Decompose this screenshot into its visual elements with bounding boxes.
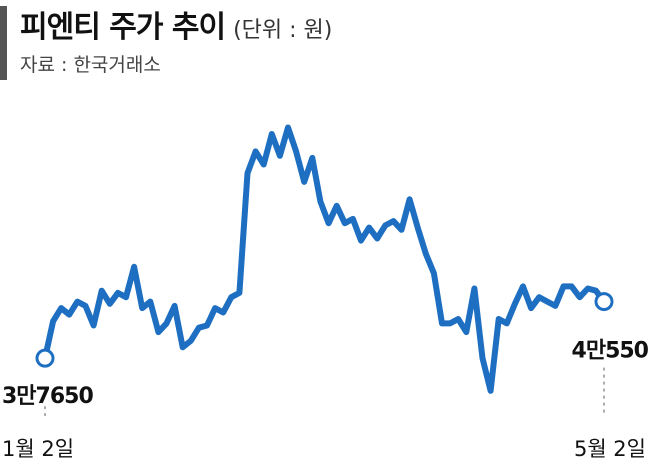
series-line	[42, 124, 607, 394]
x-tick-label-end: 5월 2일	[574, 437, 646, 461]
title-accent-bar	[0, 6, 7, 80]
start-value-label: 3만7650	[2, 384, 93, 409]
chart-subtitle: (단위 : 원)	[233, 18, 333, 43]
end-value-label: 4만550	[572, 339, 649, 364]
chart-title: 피엔티 주가 추이 (단위 : 원)	[20, 10, 333, 45]
start-marker	[35, 348, 55, 368]
x-tick-label-start: 1월 2일	[2, 437, 74, 461]
chart-source: 자료 : 한국거래소	[20, 54, 161, 76]
end-marker	[594, 292, 614, 312]
